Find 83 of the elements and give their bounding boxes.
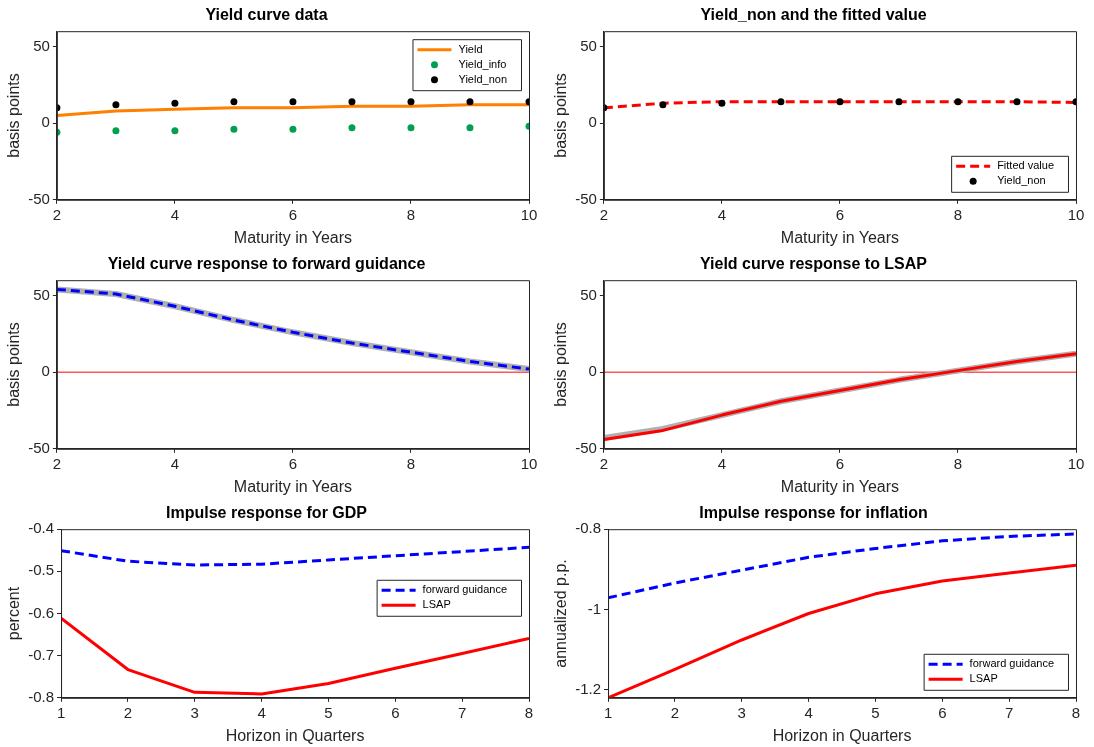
y-tick-label: -1 xyxy=(587,599,602,617)
y-tick-label: 0 xyxy=(41,362,50,380)
chart-title: Yield curve data xyxy=(205,6,328,24)
chart-title: Yield curve response to LSAP xyxy=(699,255,928,273)
x-tick-label: 2 xyxy=(123,703,133,721)
y-tick-label: -0.8 xyxy=(575,519,602,537)
x-tick-label: 8 xyxy=(953,454,963,472)
y-tick-label: -50 xyxy=(28,438,50,456)
x-tick-label: 5 xyxy=(324,703,333,721)
legend-label: Yield_info xyxy=(458,57,507,70)
y-axis-title: annualized p.p. xyxy=(552,559,570,668)
legend-label: LSAP xyxy=(422,598,451,611)
x-tick-label: 8 xyxy=(524,703,534,721)
x-tick-label: 1 xyxy=(603,703,613,721)
y-tick-label: 50 xyxy=(33,36,50,54)
y-axis-title: percent xyxy=(5,586,23,641)
x-tick-label: 8 xyxy=(1071,703,1081,721)
y-tick-label: -0.8 xyxy=(28,687,55,705)
x-tick-label: 4 xyxy=(717,454,727,472)
x-tick-label: 6 xyxy=(938,703,947,721)
x-tick-label: 4 xyxy=(170,454,180,472)
x-tick-label: 2 xyxy=(670,703,680,721)
y-tick-label: -50 xyxy=(575,438,597,456)
x-tick-label: 2 xyxy=(599,205,609,223)
y-tick-label: -50 xyxy=(28,189,50,207)
x-axis-title: Maturity in Years xyxy=(233,477,353,495)
y-tick-label: -1.2 xyxy=(575,679,602,697)
x-tick-label: 6 xyxy=(391,703,400,721)
y-tick-label: -0.5 xyxy=(28,561,55,579)
legend-label: Yield_non xyxy=(997,174,1046,187)
x-axis-title: Maturity in Years xyxy=(780,477,900,495)
legend-label: Fitted value xyxy=(997,159,1055,172)
y-axis-title: basis points xyxy=(552,73,570,158)
x-tick-label: 1 xyxy=(56,703,66,721)
chart-title: Yield curve response to forward guidance xyxy=(107,255,426,273)
x-tick-label: 5 xyxy=(871,703,880,721)
y-tick-label: 0 xyxy=(588,113,597,131)
x-tick-label: 10 xyxy=(1067,454,1085,472)
y-tick-label: 0 xyxy=(588,362,597,380)
x-tick-label: 7 xyxy=(1004,703,1014,721)
x-tick-label: 2 xyxy=(599,454,609,472)
x-tick-label: 6 xyxy=(835,454,845,472)
x-tick-label: 4 xyxy=(170,205,180,223)
y-axis-title: basis points xyxy=(552,322,570,407)
y-tick-label: 50 xyxy=(33,285,50,303)
y-axis-title: basis points xyxy=(5,322,23,407)
x-tick-label: 6 xyxy=(288,205,298,223)
x-tick-label: 3 xyxy=(737,703,746,721)
x-axis-title: Horizon in Quarters xyxy=(225,726,365,744)
x-tick-label: 4 xyxy=(257,703,266,721)
x-tick-label: 3 xyxy=(190,703,199,721)
legend-label: forward guidance xyxy=(422,583,508,596)
x-axis-title: Maturity in Years xyxy=(233,228,353,246)
x-tick-label: 6 xyxy=(835,205,845,223)
x-tick-label: 8 xyxy=(406,454,416,472)
y-tick-label: -0.6 xyxy=(28,603,55,621)
x-tick-label: 2 xyxy=(52,454,62,472)
x-tick-label: 6 xyxy=(288,454,298,472)
x-tick-label: 4 xyxy=(804,703,813,721)
x-tick-label: 7 xyxy=(457,703,467,721)
y-tick-label: 0 xyxy=(41,113,50,131)
x-tick-label: 4 xyxy=(717,205,727,223)
y-tick-label: 50 xyxy=(580,285,597,303)
y-tick-label: -50 xyxy=(575,189,597,207)
x-axis-title: Horizon in Quarters xyxy=(772,726,912,744)
y-tick-label: -0.7 xyxy=(28,645,55,663)
x-tick-label: 8 xyxy=(406,205,416,223)
chart-title: Yield_non and the fitted value xyxy=(700,6,927,24)
legend-label: forward guidance xyxy=(969,657,1055,670)
y-tick-label: -0.4 xyxy=(28,519,55,537)
legend-label: LSAP xyxy=(969,672,998,685)
chart-title: Impulse response for GDP xyxy=(166,504,368,522)
x-tick-label: 2 xyxy=(52,205,62,223)
x-axis-title: Maturity in Years xyxy=(780,228,900,246)
chart-title: Impulse response for inflation xyxy=(699,504,928,522)
x-tick-label: 10 xyxy=(1067,205,1085,223)
legend-label: Yield_non xyxy=(458,72,508,85)
x-tick-label: 10 xyxy=(520,454,538,472)
y-axis-title: basis points xyxy=(5,73,23,158)
x-tick-label: 10 xyxy=(520,205,538,223)
legend-label: Yield xyxy=(458,42,483,55)
x-tick-label: 8 xyxy=(953,205,963,223)
y-tick-label: 50 xyxy=(580,36,597,54)
